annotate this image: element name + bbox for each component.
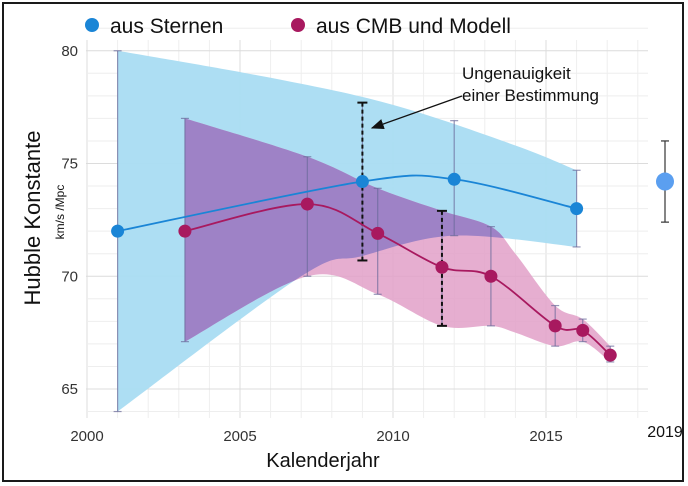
data-point-cmb bbox=[300, 197, 314, 211]
x-tick-label: 2010 bbox=[376, 428, 409, 445]
data-point-stars bbox=[570, 202, 584, 216]
uncertainty-bands bbox=[117, 50, 611, 412]
x-tick-label-2019: 2019 bbox=[647, 424, 683, 441]
annotation-line1: Ungenauigkeit bbox=[462, 64, 571, 83]
x-tick-label: 2000 bbox=[70, 428, 103, 445]
data-point-cmb bbox=[484, 269, 498, 283]
y-tick-label: 65 bbox=[61, 381, 78, 398]
data-point-2019 bbox=[656, 172, 674, 191]
x-tick-label: 2005 bbox=[223, 428, 256, 445]
data-point-cmb bbox=[576, 323, 590, 337]
legend-label-stars: aus Sternen bbox=[110, 15, 223, 38]
series-points bbox=[111, 140, 674, 362]
y-tick-label: 70 bbox=[61, 268, 78, 285]
data-point-cmb bbox=[548, 319, 562, 333]
legend-label-cmb: aus CMB und Modell bbox=[316, 15, 511, 38]
series-line-stars bbox=[117, 174, 577, 233]
data-point-stars bbox=[355, 175, 369, 189]
data-point-cmb bbox=[603, 348, 617, 362]
legend-marker-cmb bbox=[291, 18, 305, 32]
data-point-cmb bbox=[178, 224, 192, 238]
x-tick-label: 2015 bbox=[529, 428, 562, 445]
y-tick-label: 75 bbox=[61, 156, 78, 173]
axis-ticks: 2000 2005 2010 2015 2019 65 70 75 80 bbox=[61, 43, 683, 445]
annotation-arrow bbox=[370, 95, 463, 129]
y-tick-label: 80 bbox=[61, 43, 78, 60]
data-point-stars bbox=[111, 224, 125, 238]
y-axis-label: Hubble Konstante bbox=[20, 131, 45, 306]
data-point-cmb bbox=[435, 260, 449, 274]
x-axis-label: Kalenderjahr bbox=[266, 450, 380, 472]
data-point-cmb bbox=[371, 226, 385, 240]
legend: aus Sternen aus CMB und Modell bbox=[85, 15, 511, 38]
annotation: Ungenauigkeit einer Bestimmung bbox=[370, 64, 599, 129]
annotation-line2: einer Bestimmung bbox=[462, 86, 599, 105]
data-point-stars bbox=[447, 172, 461, 186]
legend-marker-stars bbox=[85, 18, 99, 32]
y-axis-unit: km/s /Mpc bbox=[53, 185, 67, 240]
